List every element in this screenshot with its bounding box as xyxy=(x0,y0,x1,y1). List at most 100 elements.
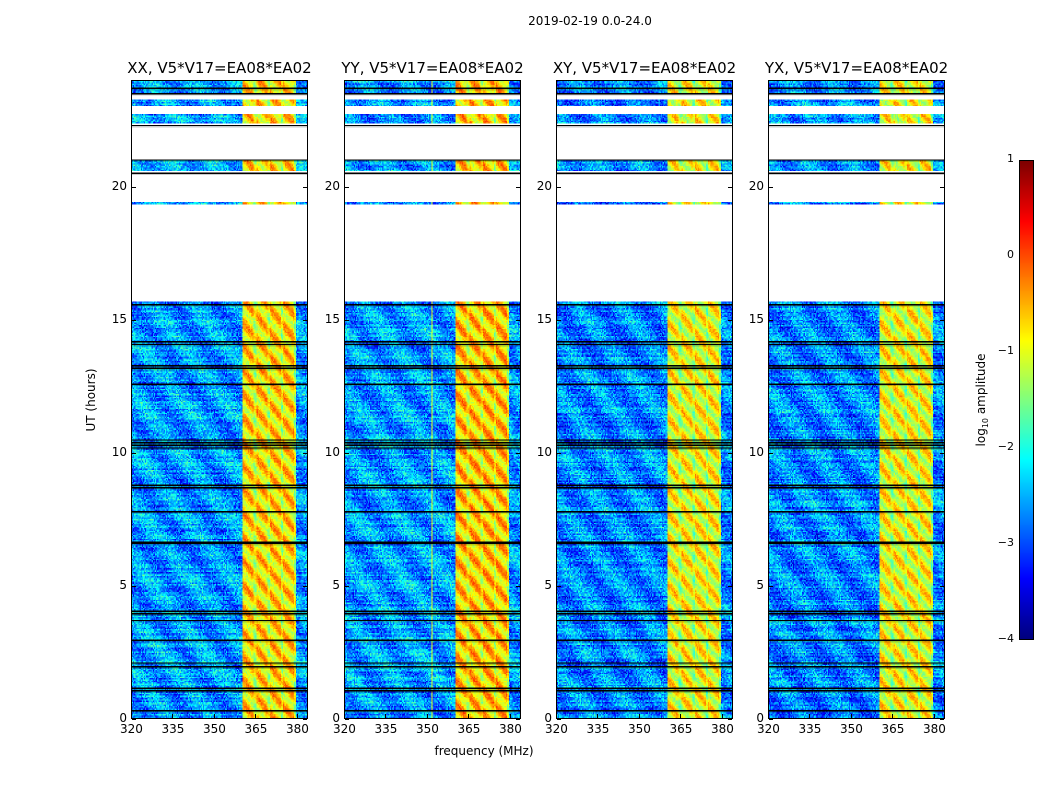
y-tick-label: 15 xyxy=(324,311,340,326)
y-tick-label: 20 xyxy=(324,178,340,193)
y-tick-mark xyxy=(728,452,732,454)
x-tick-label: 380 xyxy=(285,722,309,736)
x-tick-label: 320 xyxy=(120,722,143,736)
y-tick-mark xyxy=(557,319,561,321)
x-tick-label: 380 xyxy=(922,722,946,736)
x-tick-mark xyxy=(680,714,682,718)
x-tick-label: 350 xyxy=(415,722,439,736)
y-tick-mark xyxy=(728,719,732,720)
x-tick-mark xyxy=(468,714,470,718)
spectrogram-panel xyxy=(344,80,521,719)
y-tick-label: 5 xyxy=(544,577,552,592)
x-tick-label: 350 xyxy=(627,722,651,736)
y-tick-mark xyxy=(516,186,520,188)
y-tick-label: 0 xyxy=(332,711,340,725)
x-tick-mark xyxy=(556,714,557,718)
x-tick-label: 380 xyxy=(498,722,522,736)
y-tick-mark xyxy=(728,186,732,188)
y-tick-mark xyxy=(940,585,944,587)
y-tick-mark xyxy=(303,186,307,188)
y-tick-label: 15 xyxy=(536,311,552,326)
x-tick-label: 365 xyxy=(457,722,481,736)
y-tick-mark xyxy=(132,186,136,188)
y-tick-mark xyxy=(132,452,136,454)
panel-title: YY, V5*V17=EA08*EA02 xyxy=(341,59,524,77)
y-tick-label: 20 xyxy=(536,178,552,193)
x-tick-label: 380 xyxy=(710,722,734,736)
y-tick-mark xyxy=(769,452,773,454)
y-tick-mark xyxy=(557,452,561,454)
spectrogram-panel xyxy=(131,80,308,719)
y-tick-mark xyxy=(940,719,944,720)
y-tick-label: 15 xyxy=(748,311,764,326)
y-tick-mark xyxy=(728,319,732,321)
x-tick-mark xyxy=(344,714,345,718)
colorbar xyxy=(1019,160,1034,640)
colorbar-tick-label: −2 xyxy=(997,440,1014,453)
y-tick-label: 10 xyxy=(324,444,340,459)
y-tick-mark xyxy=(769,585,773,587)
spectrogram-image xyxy=(345,81,520,718)
x-tick-mark xyxy=(255,714,257,718)
x-tick-mark xyxy=(638,714,640,718)
y-tick-mark xyxy=(516,319,520,321)
x-tick-mark xyxy=(721,714,723,718)
colorbar-tick-label: −1 xyxy=(997,344,1014,357)
spectrogram-panel xyxy=(768,80,945,719)
y-tick-mark xyxy=(303,585,307,587)
y-tick-label: 10 xyxy=(536,444,552,459)
x-tick-label: 335 xyxy=(586,722,610,736)
y-tick-mark xyxy=(132,319,136,321)
y-tick-mark xyxy=(345,452,349,454)
y-tick-mark xyxy=(769,186,773,188)
x-tick-label: 320 xyxy=(757,722,780,736)
x-tick-mark xyxy=(213,714,215,718)
y-tick-mark xyxy=(769,319,773,321)
x-tick-label: 365 xyxy=(881,722,905,736)
x-tick-mark xyxy=(131,714,132,718)
colorbar-label: log10 amplitude xyxy=(973,353,991,447)
figure-title: 2019-02-19 0.0-24.0 xyxy=(528,14,652,28)
y-tick-label: 5 xyxy=(119,577,127,592)
y-tick-mark xyxy=(132,719,136,720)
y-tick-mark xyxy=(132,585,136,587)
x-tick-label: 320 xyxy=(333,722,356,736)
colorbar-gradient xyxy=(1020,161,1033,639)
x-tick-mark xyxy=(172,714,174,718)
y-tick-mark xyxy=(557,585,561,587)
y-tick-mark xyxy=(516,452,520,454)
y-tick-mark xyxy=(345,319,349,321)
y-tick-mark xyxy=(303,319,307,321)
y-axis-label: UT (hours) xyxy=(84,368,98,432)
y-tick-mark xyxy=(728,585,732,587)
y-tick-label: 20 xyxy=(111,178,127,193)
x-tick-mark xyxy=(597,714,599,718)
colorbar-tick-label: 0 xyxy=(1007,248,1014,261)
colorbar-tick-label: 1 xyxy=(1007,152,1014,165)
x-tick-label: 335 xyxy=(798,722,822,736)
x-tick-mark xyxy=(809,714,811,718)
y-tick-label: 20 xyxy=(748,178,764,193)
x-tick-label: 350 xyxy=(839,722,863,736)
x-tick-label: 365 xyxy=(244,722,268,736)
y-tick-mark xyxy=(940,319,944,321)
y-tick-mark xyxy=(516,585,520,587)
x-tick-mark xyxy=(426,714,428,718)
y-tick-mark xyxy=(940,186,944,188)
y-tick-label: 5 xyxy=(332,577,340,592)
x-tick-mark xyxy=(385,714,387,718)
y-tick-mark xyxy=(345,186,349,188)
x-tick-mark xyxy=(892,714,894,718)
spectrogram-image xyxy=(769,81,944,718)
x-tick-label: 365 xyxy=(669,722,693,736)
y-tick-label: 15 xyxy=(111,311,127,326)
y-tick-mark xyxy=(303,719,307,720)
y-tick-mark xyxy=(557,186,561,188)
y-tick-label: 0 xyxy=(544,711,552,725)
x-tick-label: 335 xyxy=(161,722,185,736)
spectrogram-panel xyxy=(556,80,733,719)
x-tick-mark xyxy=(850,714,852,718)
x-tick-mark xyxy=(296,714,298,718)
y-tick-label: 0 xyxy=(756,711,764,725)
y-tick-mark xyxy=(769,719,773,720)
